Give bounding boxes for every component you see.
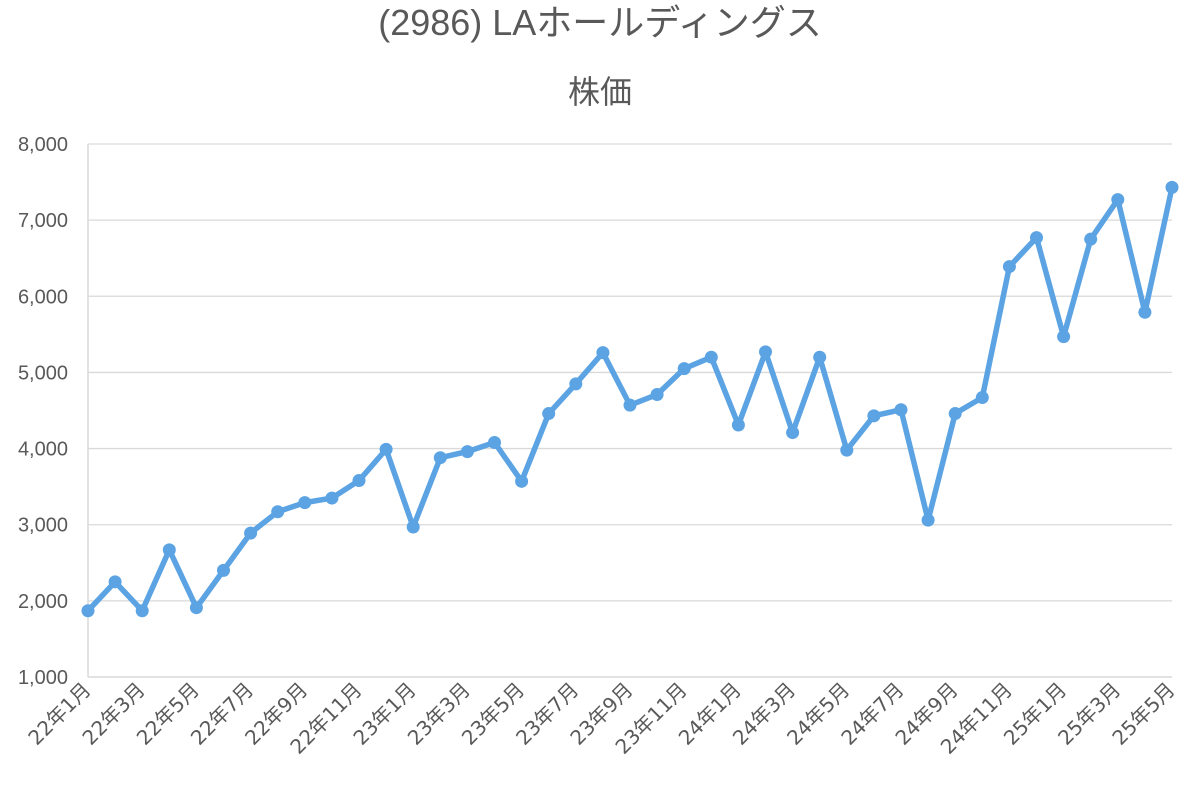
y-tick-label: 3,000: [18, 515, 68, 537]
data-point: [135, 604, 149, 618]
y-tick-label: 8,000: [18, 134, 68, 156]
data-point: [81, 604, 95, 618]
y-tick-label: 2,000: [18, 591, 68, 613]
data-point: [569, 377, 583, 391]
data-point: [921, 513, 935, 527]
data-point: [1002, 260, 1016, 274]
series-layer: [81, 180, 1179, 618]
data-point: [623, 398, 637, 412]
data-point: [433, 451, 447, 465]
chart-subtitle: 株価: [568, 73, 632, 111]
data-point: [406, 520, 420, 534]
data-point: [1111, 193, 1125, 207]
data-point: [759, 345, 772, 359]
data-point: [162, 543, 176, 557]
data-point: [108, 575, 122, 589]
data-point: [1084, 232, 1098, 246]
y-tick-label: 1,000: [18, 667, 68, 689]
data-point: [894, 403, 908, 417]
data-point: [867, 409, 881, 423]
y-tick-label: 5,000: [18, 362, 68, 384]
data-point: [1165, 180, 1179, 194]
data-point: [948, 407, 962, 421]
data-point: [786, 426, 800, 440]
data-point: [217, 563, 230, 577]
data-point: [813, 350, 827, 364]
data-point: [542, 407, 556, 421]
data-point: [298, 496, 312, 510]
data-point: [596, 346, 610, 360]
data-point: [460, 445, 474, 459]
data-point: [352, 474, 366, 488]
y-tick-label: 7,000: [18, 210, 68, 232]
data-point: [379, 442, 393, 456]
data-point: [677, 362, 691, 376]
data-point: [975, 391, 989, 405]
data-point: [1057, 330, 1071, 344]
gridlines: [87, 143, 1172, 678]
y-tick-label: 4,000: [18, 439, 68, 461]
y-tick-label: 6,000: [18, 286, 68, 308]
data-point: [325, 491, 339, 505]
data-point: [1030, 231, 1043, 245]
data-point: [840, 443, 854, 457]
data-point: [650, 388, 664, 402]
data-point: [244, 526, 258, 540]
data-point: [704, 350, 718, 364]
data-point: [271, 505, 285, 519]
data-point: [488, 435, 501, 449]
chart-title: (2986) LAホールディングス: [378, 2, 822, 43]
data-point: [515, 474, 529, 488]
data-point: [731, 418, 745, 432]
y-axis-tick-labels: 1,000 2,000 3,000 4,000 5,000 6,000 7,000 8,000: [18, 134, 68, 689]
x-axis-tick-labels: 22年1月22年3月22年5月22年7月22年9月22年11月23年1月23年3…: [23, 678, 1179, 759]
data-point: [189, 601, 203, 615]
data-point: [1138, 305, 1152, 319]
